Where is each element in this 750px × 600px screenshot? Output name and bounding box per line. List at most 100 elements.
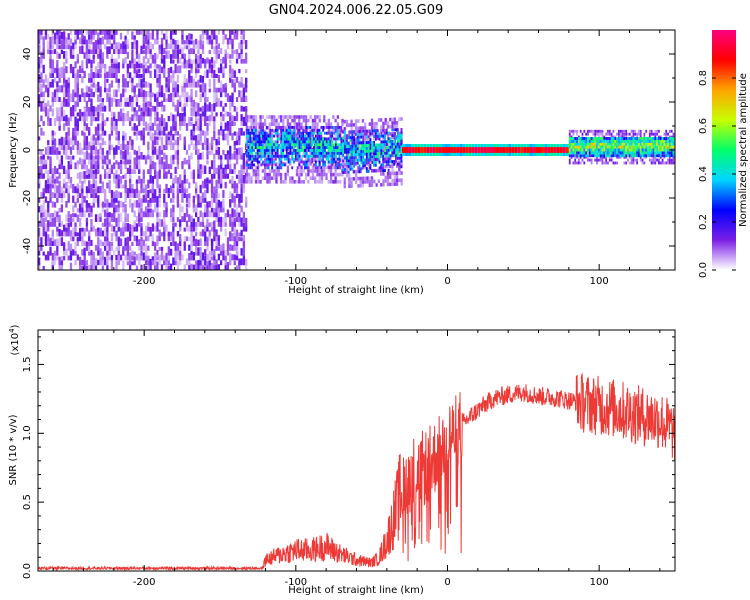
heatmap-cell xyxy=(612,151,615,155)
heatmap-cell xyxy=(382,163,385,167)
heatmap-cell xyxy=(645,151,648,155)
heatmap-cell xyxy=(279,172,283,177)
heatmap-cell xyxy=(49,41,52,50)
heatmap-cell xyxy=(163,48,166,54)
heatmap-cell xyxy=(331,154,334,158)
heatmap-cell xyxy=(94,193,98,203)
heatmap-cell xyxy=(40,30,43,35)
heatmap-cell xyxy=(231,49,234,59)
heatmap-cell xyxy=(179,212,182,218)
heatmap-cell xyxy=(163,152,166,160)
heatmap-cell xyxy=(126,40,129,50)
heatmap-cell xyxy=(314,122,317,126)
heatmap-cell xyxy=(99,133,102,141)
heatmap-cell xyxy=(108,159,111,165)
heatmap-cell xyxy=(444,147,448,153)
heatmap-cell xyxy=(117,111,120,122)
heatmap-cell xyxy=(336,163,339,167)
heatmap-cell xyxy=(273,118,276,123)
heatmap-cell xyxy=(389,175,392,179)
heatmap-cell xyxy=(58,222,61,227)
heatmap-cell xyxy=(81,30,84,40)
heatmap-cell xyxy=(154,196,157,203)
heatmap-cell xyxy=(208,251,211,256)
heatmap-cell xyxy=(56,211,59,218)
heatmap-cell xyxy=(69,155,73,165)
heatmap-cell xyxy=(619,139,622,143)
heatmap-cell xyxy=(314,166,317,170)
heatmap-cell xyxy=(594,148,597,152)
heatmap-cell xyxy=(113,202,116,213)
heatmap-cell xyxy=(349,167,352,171)
heatmap-cell xyxy=(395,121,399,125)
heatmap-cell xyxy=(129,227,132,237)
heatmap-cell xyxy=(471,147,475,153)
heatmap-cell xyxy=(396,154,399,157)
heatmap-cell xyxy=(74,251,77,256)
heatmap-cell xyxy=(224,82,227,88)
heatmap-cell xyxy=(238,140,241,146)
heatmap-cell xyxy=(176,252,180,261)
heatmap-cell xyxy=(334,133,337,137)
heatmap-cell xyxy=(49,188,52,194)
heatmap-cell xyxy=(67,127,70,136)
heatmap-cell xyxy=(240,170,243,179)
heatmap-cell xyxy=(194,144,198,150)
heatmap-cell xyxy=(623,148,626,152)
heatmap-cell xyxy=(231,208,234,218)
heatmap-cell xyxy=(69,114,73,122)
heatmap-cell xyxy=(316,131,319,135)
heatmap-cell xyxy=(329,149,332,152)
heatmap-cell xyxy=(126,101,129,107)
heatmap-cell xyxy=(256,151,259,155)
heatmap-cell xyxy=(110,111,114,117)
heatmap-cell xyxy=(380,166,383,170)
heatmap-cell xyxy=(229,126,232,136)
heatmap-cell xyxy=(190,33,193,40)
heatmap-cell xyxy=(38,33,41,40)
heatmap-cell xyxy=(42,52,45,59)
heatmap-cell xyxy=(222,243,225,251)
heatmap-cell xyxy=(165,183,168,194)
heatmap-cell xyxy=(300,160,303,164)
heatmap-cell xyxy=(351,156,354,160)
heatmap-cell xyxy=(183,90,186,98)
heatmap-cell xyxy=(296,140,299,144)
heatmap-cell xyxy=(391,182,394,187)
heatmap-cell xyxy=(74,231,77,237)
heatmap-cell xyxy=(630,145,633,149)
heatmap-cell xyxy=(63,36,66,45)
heatmap-cell xyxy=(373,169,376,173)
heatmap-cell xyxy=(369,132,372,136)
heatmap-cell xyxy=(395,160,399,165)
heatmap-cell xyxy=(318,149,321,152)
heatmap-cell xyxy=(364,164,366,168)
heatmap-cell xyxy=(353,150,355,154)
heatmap-cell xyxy=(76,96,79,102)
heatmap-cell xyxy=(300,172,303,177)
heatmap-cell xyxy=(648,137,651,140)
heatmap-cell xyxy=(320,131,323,135)
heatmap-cell xyxy=(85,30,89,35)
heatmap-cell xyxy=(235,250,239,256)
heatmap-cell xyxy=(365,152,368,156)
heatmap-cell xyxy=(601,154,604,158)
heatmap-cell xyxy=(389,145,392,149)
heatmap-cell xyxy=(65,50,68,59)
heatmap-cell xyxy=(144,265,148,270)
heatmap-cell xyxy=(133,163,136,170)
heatmap-cell xyxy=(382,166,385,170)
heatmap-cell xyxy=(85,100,89,107)
heatmap-cell xyxy=(271,149,274,152)
heatmap-cell xyxy=(282,163,285,167)
heatmap-cell xyxy=(251,160,254,164)
heatmap-cell xyxy=(190,78,193,88)
heatmap-cell xyxy=(40,204,43,213)
heatmap-cell xyxy=(365,169,368,173)
heatmap-cell xyxy=(342,165,345,169)
heatmap-cell xyxy=(398,167,401,172)
heatmap-cell xyxy=(85,61,89,69)
heatmap-cell xyxy=(224,213,227,218)
heatmap-cell xyxy=(78,227,82,237)
heatmap-cell xyxy=(568,129,571,133)
